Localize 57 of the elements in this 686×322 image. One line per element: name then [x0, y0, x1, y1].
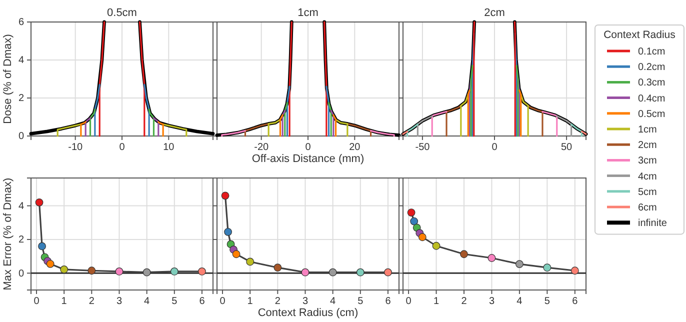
y-tick-label: 2 [18, 234, 24, 246]
legend-label: 5cm [638, 186, 657, 198]
x-tick-label: 20 [349, 142, 361, 154]
x-tick-label: 6 [385, 296, 392, 308]
x-tick-label: 0 [305, 142, 312, 154]
legend-label: 0.4cm [638, 93, 666, 104]
y-axis-title: Max Error (% of Dmax) [2, 178, 14, 290]
x-tick-label: -50 [415, 142, 430, 154]
x-tick-label: 0 [406, 296, 412, 308]
x-tick-label: -10 [68, 142, 83, 154]
x-tick-label: 4 [144, 296, 150, 308]
x-tick-label: 4 [330, 296, 336, 308]
x-tick-label: 6 [199, 296, 206, 308]
x-tick-label: 0 [220, 296, 226, 308]
y-tick-label: 0 [18, 131, 24, 142]
legend-label: 0.5cm [638, 108, 666, 120]
x-tick-label: 1 [433, 296, 440, 308]
y-tick-label: 6 [18, 17, 24, 28]
x-tick-label: 2 [88, 296, 95, 308]
x-axis-title: Context Radius (cm) [258, 307, 358, 319]
x-tick-label: 2 [274, 296, 281, 308]
legend-label: 6cm [638, 202, 657, 214]
legend-label: 4cm [638, 171, 657, 182]
legend-title: Context Radius [604, 29, 676, 41]
y-axis-title: Dose (% of Dmax) [2, 34, 14, 124]
x-tick-label: 1 [61, 296, 68, 308]
y-tick-label: 4 [18, 55, 24, 66]
x-axis-title: Off-axis Distance (mm) [252, 153, 364, 165]
x-tick-label: 3 [488, 296, 495, 308]
legend-label: infinite [638, 218, 668, 230]
chart-title: 1cm [298, 7, 318, 19]
x-tick-label: -20 [254, 142, 269, 154]
x-tick-label: 10 [163, 142, 175, 154]
x-tick-label: 2 [461, 296, 468, 308]
legend-label: 1cm [638, 124, 657, 136]
chart-title: 0.5cm [107, 7, 137, 19]
x-tick-label: 6 [572, 296, 578, 308]
x-tick-label: 3 [116, 296, 122, 308]
x-tick-label: 4 [516, 296, 523, 308]
x-tick-label: 50 [560, 142, 573, 154]
x-tick-label: 5 [358, 296, 364, 308]
y-tick-label: 4 [18, 200, 24, 212]
legend-label: 3cm [638, 156, 657, 167]
x-tick-label: 0 [492, 142, 498, 154]
chart-title: 2cm [484, 7, 505, 19]
y-tick-label: 2 [18, 93, 24, 104]
x-tick-label: 5 [172, 296, 178, 308]
legend-label: 2cm [638, 140, 657, 152]
legend-label: 0.3cm [638, 78, 666, 89]
x-tick-label: 0 [119, 142, 126, 154]
x-tick-label: 5 [544, 296, 550, 308]
x-tick-label: 1 [247, 296, 254, 308]
legend-label: 0.1cm [638, 46, 666, 58]
x-tick-label: 0 [34, 296, 40, 308]
x-tick-label: 3 [302, 296, 308, 308]
legend-label: 0.2cm [638, 62, 666, 74]
y-tick-label: 0 [18, 268, 24, 280]
